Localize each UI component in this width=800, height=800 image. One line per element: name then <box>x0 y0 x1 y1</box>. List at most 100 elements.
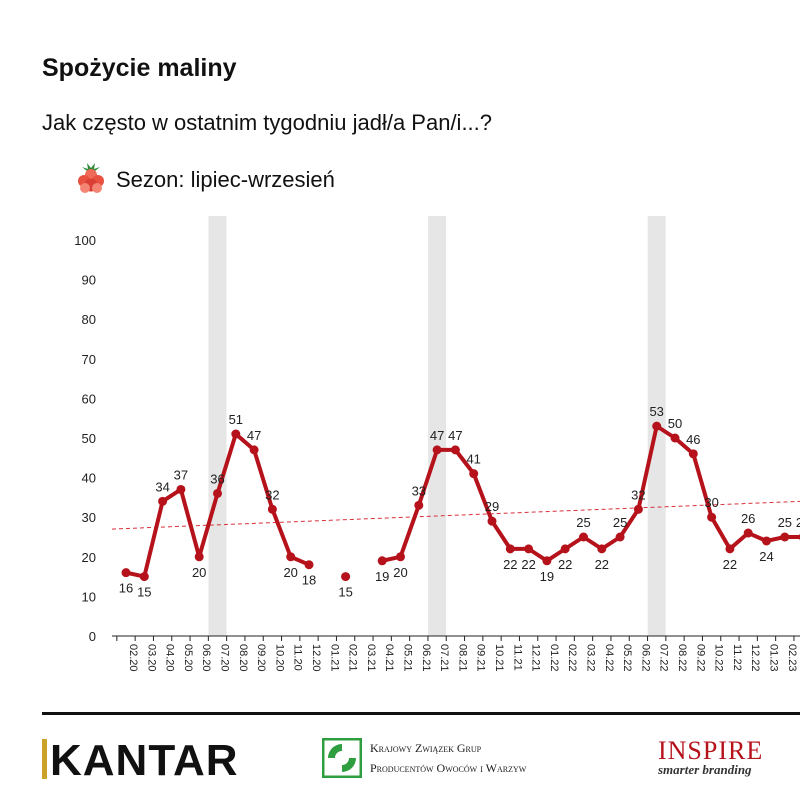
data-point <box>560 544 570 554</box>
data-label: 46 <box>686 432 700 447</box>
x-tick-label: 03.21 <box>365 644 377 672</box>
data-label: 25 <box>796 515 800 530</box>
data-point <box>469 469 479 479</box>
data-point <box>286 552 296 562</box>
x-tick-label: 03.22 <box>585 644 597 672</box>
data-label: 18 <box>302 573 316 588</box>
x-tick-label: 02.23 <box>786 644 798 672</box>
data-label: 26 <box>741 511 755 526</box>
x-tick-label: 08.22 <box>676 644 688 672</box>
x-tick-label: 02.20 <box>127 644 139 672</box>
x-tick-label: 12.22 <box>749 644 761 672</box>
x-tick-label: 02.22 <box>566 644 578 672</box>
footer-divider <box>42 712 800 715</box>
x-tick-label: 06.20 <box>200 644 212 672</box>
data-point <box>396 552 405 562</box>
data-label: 20 <box>192 565 206 580</box>
data-label: 29 <box>485 499 499 514</box>
raspberry-icon <box>72 159 110 202</box>
x-tick-label: 08.21 <box>456 644 468 672</box>
data-point <box>762 536 771 546</box>
inspire-tagline: smarter branding <box>658 762 752 777</box>
y-tick-label: 40 <box>82 471 96 486</box>
data-point <box>377 556 387 566</box>
chart-title: Spożycie maliny <box>42 54 237 82</box>
y-tick-label: 70 <box>82 352 96 367</box>
data-point <box>139 572 149 582</box>
data-label: 22 <box>503 557 517 572</box>
data-point <box>158 496 168 506</box>
data-label: 47 <box>430 428 444 443</box>
kantar-logo: KANTAR <box>42 736 239 786</box>
kzg-line-2: Producentów Owoców i Warzyw <box>370 761 527 775</box>
data-point <box>524 544 534 554</box>
data-point <box>249 445 259 455</box>
x-tick-label: 09.22 <box>694 644 706 672</box>
data-point <box>725 544 735 554</box>
data-label: 37 <box>174 467 188 482</box>
y-tick-label: 90 <box>82 273 96 288</box>
x-tick-label: 07.21 <box>438 644 450 672</box>
line-chart: 0 10 20 30 40 50 60 70 80 90 100 02.20 03.20 04.20 05… <box>74 216 800 672</box>
data-label: 33 <box>412 483 426 498</box>
series-line <box>124 424 800 579</box>
data-label: 22 <box>558 557 572 572</box>
data-label: 32 <box>265 487 279 502</box>
data-point <box>597 544 607 554</box>
x-tick-label: 11.20 <box>292 644 304 671</box>
data-label: 47 <box>448 428 462 443</box>
data-label: 34 <box>155 479 169 494</box>
data-point <box>341 572 351 582</box>
season-label: Sezon: lipiec-wrzesień <box>116 167 335 192</box>
x-tick-label: 05.21 <box>402 644 414 672</box>
data-point <box>652 421 662 431</box>
data-label: 51 <box>229 412 243 427</box>
x-tick-label: 06.21 <box>420 644 432 672</box>
data-point <box>304 560 314 570</box>
data-label: 53 <box>649 404 663 419</box>
inspire-name: INSPIRE <box>658 736 764 765</box>
data-label: 41 <box>466 452 480 467</box>
chart-subtitle: Jak często w ostatnim tygodniu jadł/a Pa… <box>42 110 493 135</box>
data-point <box>688 449 698 459</box>
x-tick-label: 10.21 <box>493 644 505 672</box>
data-label: 19 <box>540 569 554 584</box>
data-points <box>121 421 800 582</box>
x-tick-label: 12.20 <box>310 644 322 672</box>
data-point <box>780 532 790 542</box>
x-tick-label: 07.22 <box>658 644 670 672</box>
data-point <box>213 488 222 498</box>
x-tick-label: 11.21 <box>511 644 523 671</box>
data-point <box>121 568 131 578</box>
x-tick-label: 04.21 <box>383 644 395 672</box>
data-label: 36 <box>210 471 224 486</box>
data-label: 22 <box>723 557 737 572</box>
y-tick-label: 10 <box>82 589 96 604</box>
x-tick-label: 01.22 <box>548 644 560 672</box>
data-label: 15 <box>137 585 151 600</box>
data-label: 25 <box>778 515 792 530</box>
x-tick-label: 02.21 <box>347 644 359 672</box>
kzg-emblem-icon <box>322 738 362 778</box>
kzg-line-1: Krajowy Związek Grup <box>370 741 482 755</box>
data-point <box>231 429 241 439</box>
x-tick-label: 08.20 <box>237 644 249 672</box>
data-point <box>615 532 625 542</box>
x-tick-label: 05.20 <box>182 644 194 672</box>
data-point <box>176 484 186 494</box>
x-tick-label: 12.21 <box>530 644 542 672</box>
data-label: 22 <box>521 557 535 572</box>
x-tick-label: 03.20 <box>145 644 157 672</box>
trend-line <box>111 500 800 530</box>
x-tick-label: 10.20 <box>273 644 285 672</box>
data-labels: 16 15 34 37 20 36 51 47 32 20 18 15 19 20 33 47 47 41 29 22… <box>119 404 800 599</box>
y-tick-label: 80 <box>82 312 96 327</box>
data-point <box>450 445 460 455</box>
x-tick-label: 04.20 <box>164 644 176 672</box>
y-tick-label: 0 <box>89 629 96 644</box>
y-tick-label: 60 <box>82 391 96 406</box>
y-tick-label: 30 <box>82 510 96 525</box>
kzg-logo: Krajowy Związek Grup Producentów Owoców … <box>322 738 526 778</box>
data-point <box>194 552 204 562</box>
season-legend: Sezon: lipiec-wrzesień <box>72 160 335 200</box>
